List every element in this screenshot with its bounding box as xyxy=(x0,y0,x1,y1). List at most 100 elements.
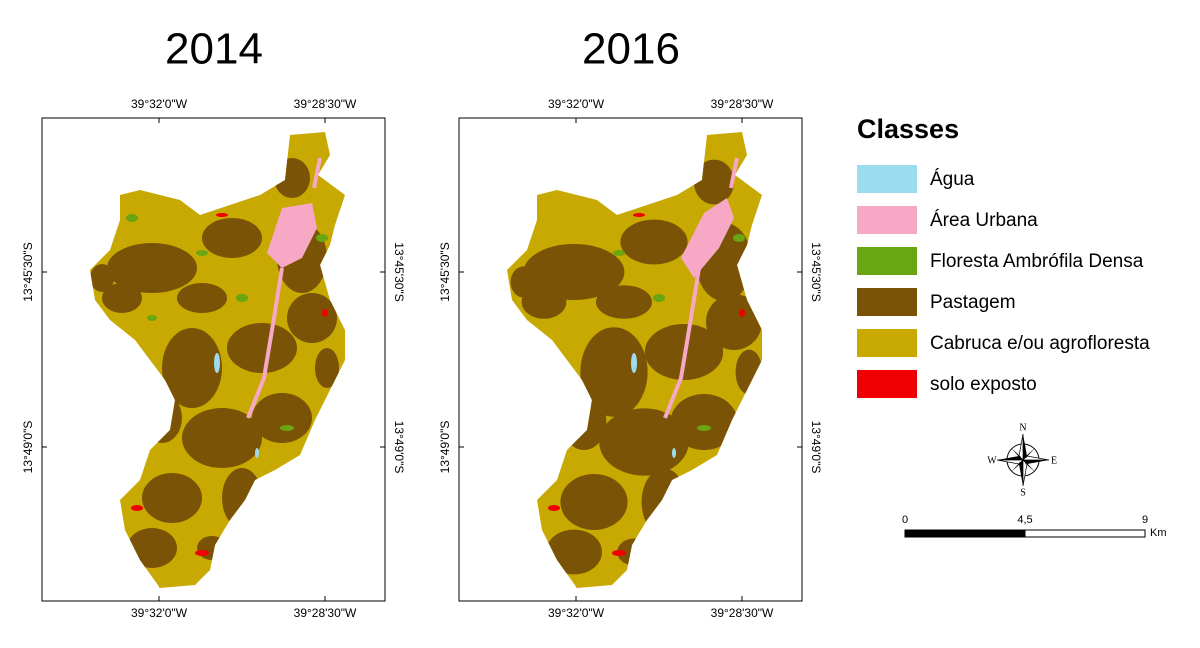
land-cover-patch xyxy=(195,550,209,556)
map: 39°32'0"W 39°32'0"W 39°28'30"W 39°28'30"W 13… xyxy=(438,97,823,620)
lat-label: 13°49'0"S xyxy=(392,421,406,474)
land-cover-patch xyxy=(316,234,328,242)
land-cover-pastagem xyxy=(620,219,688,265)
compass-s: S xyxy=(1020,487,1026,498)
land-cover-pastagem xyxy=(580,327,648,417)
legend-swatch xyxy=(857,288,917,316)
compass-point xyxy=(1011,462,1021,472)
land-cover-pastagem xyxy=(510,266,538,298)
land-cover-patch xyxy=(322,309,328,317)
land-cover-patch xyxy=(672,448,676,458)
land-cover-patch xyxy=(739,309,745,317)
land-cover-pastagem xyxy=(90,264,114,292)
land-cover-pastagem xyxy=(546,529,602,575)
legend-swatch xyxy=(857,247,917,275)
scale-bar: 0 4,5 9 Km xyxy=(902,514,1167,539)
land-cover-pastagem xyxy=(670,394,738,450)
land-cover-pastagem xyxy=(596,285,652,319)
legend-swatch xyxy=(857,370,917,398)
land-cover-patch xyxy=(236,294,248,302)
lat-label: 13°49'0"S xyxy=(809,421,823,474)
land-cover-pastagem xyxy=(127,528,177,568)
land-cover-pastagem xyxy=(162,328,222,408)
lon-label: 39°32'0"W xyxy=(548,97,605,111)
land-cover xyxy=(510,157,762,588)
land-cover-pastagem xyxy=(599,408,689,476)
lat-label: 13°45'30"S xyxy=(392,242,406,301)
lon-label: 39°32'0"W xyxy=(131,97,188,111)
compass-w: W xyxy=(987,455,997,466)
legend-title: Classes xyxy=(857,114,959,144)
lon-label: 39°28'30"W xyxy=(294,606,357,620)
legend-swatch xyxy=(857,206,917,234)
compass-point xyxy=(1019,460,1023,486)
lon-label: 39°28'30"W xyxy=(711,97,774,111)
land-cover-patch xyxy=(548,505,560,511)
legend-label: Área Urbana xyxy=(930,210,1038,231)
legend-label: Cabruca e/ou agrofloresta xyxy=(930,333,1150,354)
land-cover-pastagem xyxy=(202,218,262,258)
legend-swatch xyxy=(857,165,917,193)
scale-tick: 0 xyxy=(902,514,908,526)
lat-label: 13°45'30"S xyxy=(809,242,823,301)
land-cover-patch xyxy=(653,294,665,302)
land-cover-pastagem xyxy=(287,293,337,343)
land-cover-patch xyxy=(147,315,157,321)
legend: Classes Água Área Urbana Floresta Ambrófil… xyxy=(857,114,1150,398)
lon-label: 39°28'30"W xyxy=(294,97,357,111)
land-cover-patch xyxy=(214,353,220,373)
land-cover-patch xyxy=(612,550,626,556)
land-cover-patch xyxy=(126,214,138,222)
land-cover-urbana xyxy=(267,203,317,268)
legend-label: solo exposto xyxy=(930,374,1037,395)
compass-point xyxy=(1023,434,1027,460)
compass-point xyxy=(1025,448,1035,458)
lat-label: 13°45'30"S xyxy=(21,242,35,301)
compass-e: E xyxy=(1051,455,1057,466)
map-title: 2016 xyxy=(582,25,680,74)
north-arrow: N S E W xyxy=(987,422,1057,498)
land-cover-patch xyxy=(131,505,143,511)
compass-point xyxy=(996,459,1024,465)
land-cover-pastagem xyxy=(142,473,202,523)
compass-n: N xyxy=(1019,422,1026,433)
land-cover-pastagem xyxy=(102,283,142,313)
land-cover-pastagem xyxy=(693,159,735,205)
land-cover-patch xyxy=(733,234,745,242)
land-cover-pastagem xyxy=(227,323,297,373)
legend-label: Pastagem xyxy=(930,292,1016,313)
land-cover-pastagem xyxy=(182,408,262,468)
land-cover-urbana xyxy=(246,267,284,419)
land-cover-patch xyxy=(196,250,208,256)
land-cover-urbana xyxy=(681,198,734,278)
map-title: 2014 xyxy=(165,25,263,74)
land-cover-pastagem xyxy=(560,474,628,530)
lon-label: 39°32'0"W xyxy=(131,606,188,620)
compass-point xyxy=(1023,460,1049,464)
compass-point xyxy=(1011,448,1021,458)
land-cover-patch xyxy=(633,213,645,217)
compass-point xyxy=(997,456,1023,460)
lon-label: 39°32'0"W xyxy=(548,606,605,620)
compass-point xyxy=(1022,455,1050,461)
lat-label: 13°45'30"S xyxy=(438,242,452,301)
land-cover-patch xyxy=(280,425,294,431)
legend-label: Água xyxy=(930,169,975,190)
scale-segment xyxy=(904,529,1026,538)
scale-tick: 9 xyxy=(1142,514,1148,526)
land-cover-patch xyxy=(631,353,637,373)
land-cover-patch xyxy=(697,425,711,431)
compass-point xyxy=(1025,462,1035,472)
map: 39°32'0"W 39°32'0"W 39°28'30"W 39°28'30"W 13… xyxy=(21,97,406,620)
legend-label: Floresta Ambrófila Densa xyxy=(930,251,1144,272)
scale-segment xyxy=(1024,529,1146,538)
lon-label: 39°28'30"W xyxy=(711,606,774,620)
land-cover-urbana xyxy=(729,157,739,189)
land-cover-urbana xyxy=(312,157,322,189)
land-cover-pastagem xyxy=(107,243,197,293)
land-cover-pastagem xyxy=(315,348,339,388)
land-cover-pastagem xyxy=(177,283,227,313)
legend-swatch xyxy=(857,329,917,357)
land-cover-pastagem xyxy=(252,393,312,443)
